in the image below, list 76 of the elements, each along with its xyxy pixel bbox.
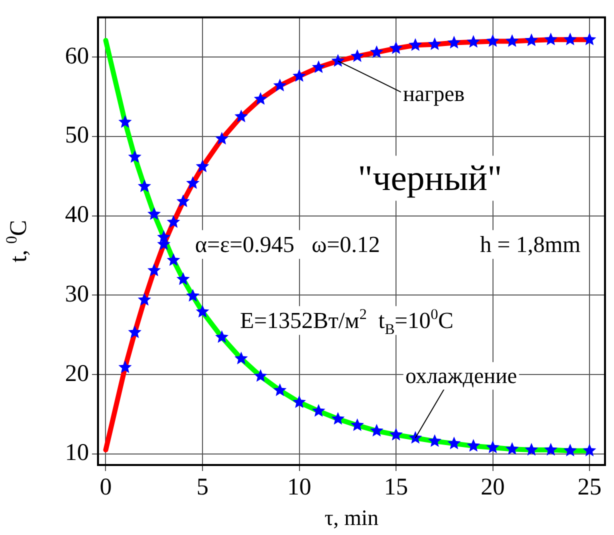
point <box>186 176 200 189</box>
point <box>138 179 152 192</box>
point <box>505 442 519 455</box>
point <box>166 215 180 228</box>
point <box>466 438 480 452</box>
y-tick-label: 20 <box>65 360 89 387</box>
point <box>273 78 287 92</box>
point <box>466 35 480 48</box>
x-axis-title: τ, min <box>324 505 379 530</box>
point <box>582 444 596 456</box>
point <box>389 41 403 54</box>
annotation: α=ε=0.945 ω=0.12 <box>195 232 380 257</box>
y-tick-label: 60 <box>65 43 89 70</box>
point <box>234 352 248 364</box>
point <box>292 395 306 408</box>
y-tick-label: 30 <box>65 281 89 308</box>
annotation: охлаждение <box>405 363 518 388</box>
x-tick-label: 15 <box>384 474 408 501</box>
point <box>428 37 442 50</box>
point <box>196 304 210 318</box>
point <box>428 434 442 447</box>
point <box>486 34 500 47</box>
point <box>564 444 577 456</box>
point <box>166 253 180 266</box>
point <box>186 288 200 302</box>
point <box>147 207 161 220</box>
point <box>524 33 538 46</box>
y-tick-label: 40 <box>65 202 89 228</box>
point <box>486 440 500 454</box>
point <box>176 272 190 285</box>
y-tick-label: 50 <box>65 122 89 149</box>
point <box>564 32 577 46</box>
point <box>128 325 142 338</box>
point <box>254 92 268 105</box>
annotation: h = 1,8mm <box>480 232 581 257</box>
point <box>370 45 384 58</box>
point <box>147 264 161 276</box>
x-tick-label: 10 <box>287 474 312 501</box>
point <box>331 412 345 425</box>
point <box>254 369 268 382</box>
point <box>544 442 558 456</box>
x-tick-label: 25 <box>578 474 602 501</box>
point <box>234 110 248 122</box>
point <box>582 32 596 46</box>
point <box>350 49 364 62</box>
point <box>408 431 422 444</box>
point <box>215 330 229 343</box>
point <box>273 383 287 396</box>
point <box>350 418 364 431</box>
point <box>176 194 190 208</box>
y-axis-title: t, 0C <box>3 220 32 262</box>
point <box>138 292 152 306</box>
point <box>118 115 132 128</box>
x-tick-label: 0 <box>100 474 112 501</box>
point <box>447 436 461 450</box>
point <box>544 32 558 46</box>
annotation: "черный" <box>358 158 502 198</box>
point <box>215 132 229 144</box>
point <box>118 360 132 374</box>
annotation: нагрев <box>402 81 465 106</box>
point <box>196 160 210 172</box>
point <box>524 442 538 456</box>
point <box>370 424 384 437</box>
point <box>157 230 170 243</box>
point <box>447 36 461 48</box>
x-tick-label: 20 <box>480 474 505 501</box>
point <box>128 150 142 163</box>
point <box>312 60 326 74</box>
y-tick-label: 10 <box>65 440 89 466</box>
x-tick-label: 5 <box>196 474 208 501</box>
point <box>389 428 403 441</box>
point <box>505 34 519 47</box>
point <box>408 38 422 51</box>
point <box>312 404 326 417</box>
point <box>292 69 306 82</box>
point <box>331 54 345 67</box>
